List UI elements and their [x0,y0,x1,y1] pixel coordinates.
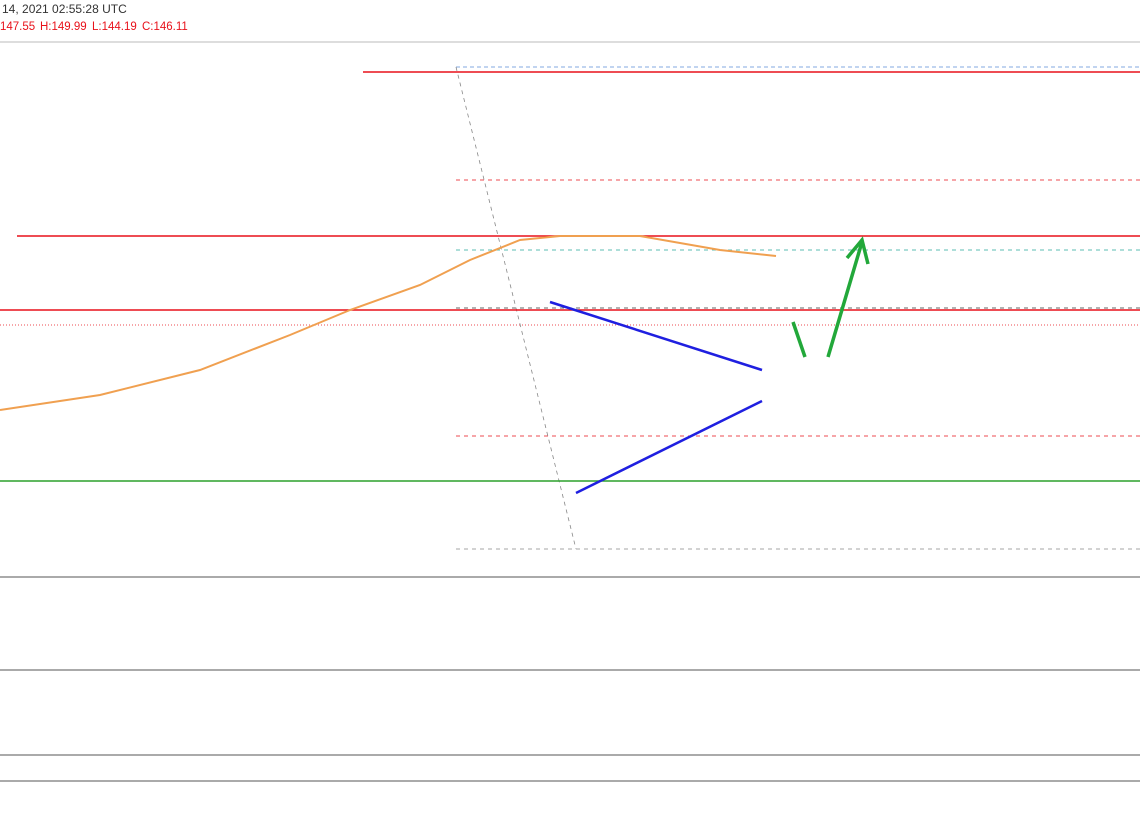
pattern-annotations [549,236,870,495]
arrow-head [845,236,870,265]
triangle-line [549,300,763,372]
fib-trend [455,66,577,550]
ohlc-high: H:149.99 [40,21,87,33]
timestamp: 14, 2021 02:55:28 UTC [2,2,127,16]
projection-arrow [791,321,807,358]
moving-average [0,235,777,411]
projection-arrow [826,241,864,358]
triangle-line [575,399,763,495]
annotations [0,66,1140,550]
ohlc-close: C:146.11 [142,21,188,33]
ohlc-open: 147.55 [0,21,35,33]
ohlc-low: L:144.19 [92,21,137,33]
